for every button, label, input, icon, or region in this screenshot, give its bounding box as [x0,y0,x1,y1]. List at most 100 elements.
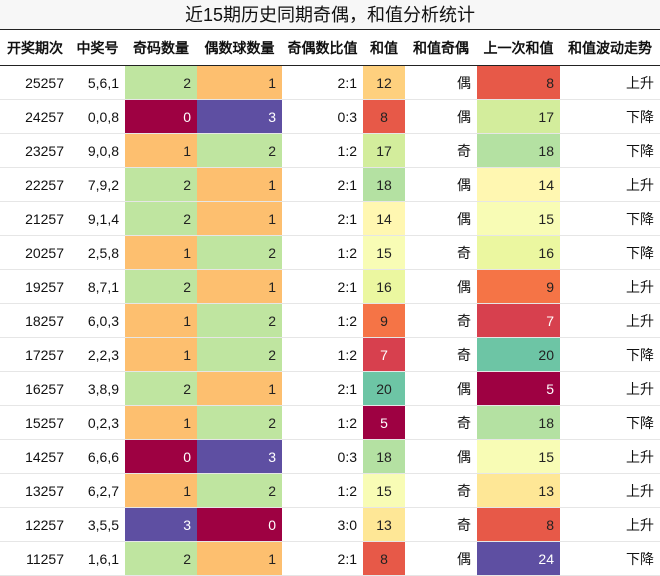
cell-period: 21257 [0,201,70,236]
cell-prev-sum: 18 [477,133,560,168]
cell-sum-parity: 偶 [405,65,477,100]
cell-sum: 13 [363,507,405,542]
cell-sum: 7 [363,337,405,372]
table-title: 近15期历史同期奇偶，和值分析统计 [0,0,660,30]
cell-numbers: 9,0,8 [70,133,125,168]
table-row: 15257 0,2,3 1 2 1:2 5 奇 18 下降 [0,405,660,440]
table-row: 20257 2,5,8 1 2 1:2 15 奇 16 下降 [0,235,660,270]
cell-prev-sum: 5 [477,371,560,406]
cell-numbers: 3,5,5 [70,507,125,542]
table-row: 22257 7,9,2 2 1 2:1 18 偶 14 上升 [0,167,660,202]
cell-ratio: 1:2 [282,405,363,440]
cell-odd-count: 1 [125,405,197,440]
cell-ratio: 0:3 [282,439,363,474]
cell-ratio: 2:1 [282,541,363,576]
cell-sum-parity: 奇 [405,133,477,168]
cell-numbers: 3,8,9 [70,371,125,406]
cell-sum-parity: 偶 [405,541,477,576]
cell-sum: 14 [363,201,405,236]
cell-odd-count: 3 [125,507,197,542]
cell-prev-sum: 15 [477,439,560,474]
cell-even-count: 1 [197,541,282,576]
cell-trend: 下降 [560,133,660,168]
cell-odd-count: 1 [125,337,197,372]
cell-odd-count: 2 [125,65,197,100]
cell-period: 11257 [0,541,70,576]
cell-even-count: 2 [197,473,282,508]
table-row: 12257 3,5,5 3 0 3:0 13 奇 8 上升 [0,507,660,542]
cell-odd-count: 2 [125,371,197,406]
cell-ratio: 1:2 [282,337,363,372]
cell-even-count: 1 [197,269,282,304]
column-header: 偶数球数量 [197,30,282,66]
cell-prev-sum: 15 [477,201,560,236]
cell-trend: 下降 [560,337,660,372]
cell-ratio: 2:1 [282,201,363,236]
cell-sum: 18 [363,167,405,202]
cell-odd-count: 1 [125,303,197,338]
table-row: 21257 9,1,4 2 1 2:1 14 偶 15 下降 [0,201,660,236]
cell-prev-sum: 13 [477,473,560,508]
column-header: 和值奇偶 [405,30,477,66]
cell-odd-count: 1 [125,133,197,168]
cell-numbers: 2,2,3 [70,337,125,372]
cell-sum-parity: 奇 [405,235,477,270]
cell-period: 24257 [0,99,70,134]
cell-sum-parity: 奇 [405,303,477,338]
cell-sum: 16 [363,269,405,304]
cell-even-count: 1 [197,201,282,236]
cell-prev-sum: 8 [477,65,560,100]
cell-numbers: 0,0,8 [70,99,125,134]
table-row: 11257 1,6,1 2 1 2:1 8 偶 24 下降 [0,541,660,576]
cell-sum-parity: 奇 [405,473,477,508]
table-row: 16257 3,8,9 2 1 2:1 20 偶 5 上升 [0,371,660,406]
cell-ratio: 1:2 [282,235,363,270]
cell-even-count: 3 [197,439,282,474]
cell-period: 20257 [0,235,70,270]
cell-trend: 上升 [560,439,660,474]
cell-even-count: 2 [197,303,282,338]
cell-even-count: 1 [197,167,282,202]
cell-numbers: 1,6,1 [70,541,125,576]
table-row: 24257 0,0,8 0 3 0:3 8 偶 17 下降 [0,99,660,134]
cell-sum: 9 [363,303,405,338]
cell-period: 12257 [0,507,70,542]
cell-prev-sum: 20 [477,337,560,372]
cell-prev-sum: 8 [477,507,560,542]
cell-prev-sum: 9 [477,269,560,304]
cell-sum: 18 [363,439,405,474]
cell-sum: 8 [363,541,405,576]
cell-sum-parity: 偶 [405,201,477,236]
cell-period: 13257 [0,473,70,508]
cell-period: 25257 [0,65,70,100]
cell-sum-parity: 偶 [405,167,477,202]
cell-prev-sum: 7 [477,303,560,338]
cell-even-count: 2 [197,405,282,440]
cell-trend: 上升 [560,507,660,542]
cell-ratio: 1:2 [282,473,363,508]
cell-numbers: 6,0,3 [70,303,125,338]
cell-period: 23257 [0,133,70,168]
cell-ratio: 2:1 [282,65,363,100]
cell-ratio: 2:1 [282,371,363,406]
cell-trend: 上升 [560,303,660,338]
cell-ratio: 2:1 [282,167,363,202]
cell-even-count: 2 [197,235,282,270]
cell-odd-count: 2 [125,269,197,304]
cell-odd-count: 1 [125,473,197,508]
cell-ratio: 1:2 [282,133,363,168]
cell-prev-sum: 18 [477,405,560,440]
cell-ratio: 3:0 [282,507,363,542]
cell-sum: 15 [363,473,405,508]
cell-even-count: 3 [197,99,282,134]
cell-period: 18257 [0,303,70,338]
cell-sum: 8 [363,99,405,134]
cell-odd-count: 1 [125,235,197,270]
table-row: 17257 2,2,3 1 2 1:2 7 奇 20 下降 [0,337,660,372]
cell-period: 15257 [0,405,70,440]
table-body: 25257 5,6,1 2 1 2:1 12 偶 8 上升 24257 0,0,8 0 3 0:3 8 偶 17… [0,65,660,576]
cell-trend: 上升 [560,65,660,100]
cell-prev-sum: 17 [477,99,560,134]
cell-odd-count: 0 [125,99,197,134]
